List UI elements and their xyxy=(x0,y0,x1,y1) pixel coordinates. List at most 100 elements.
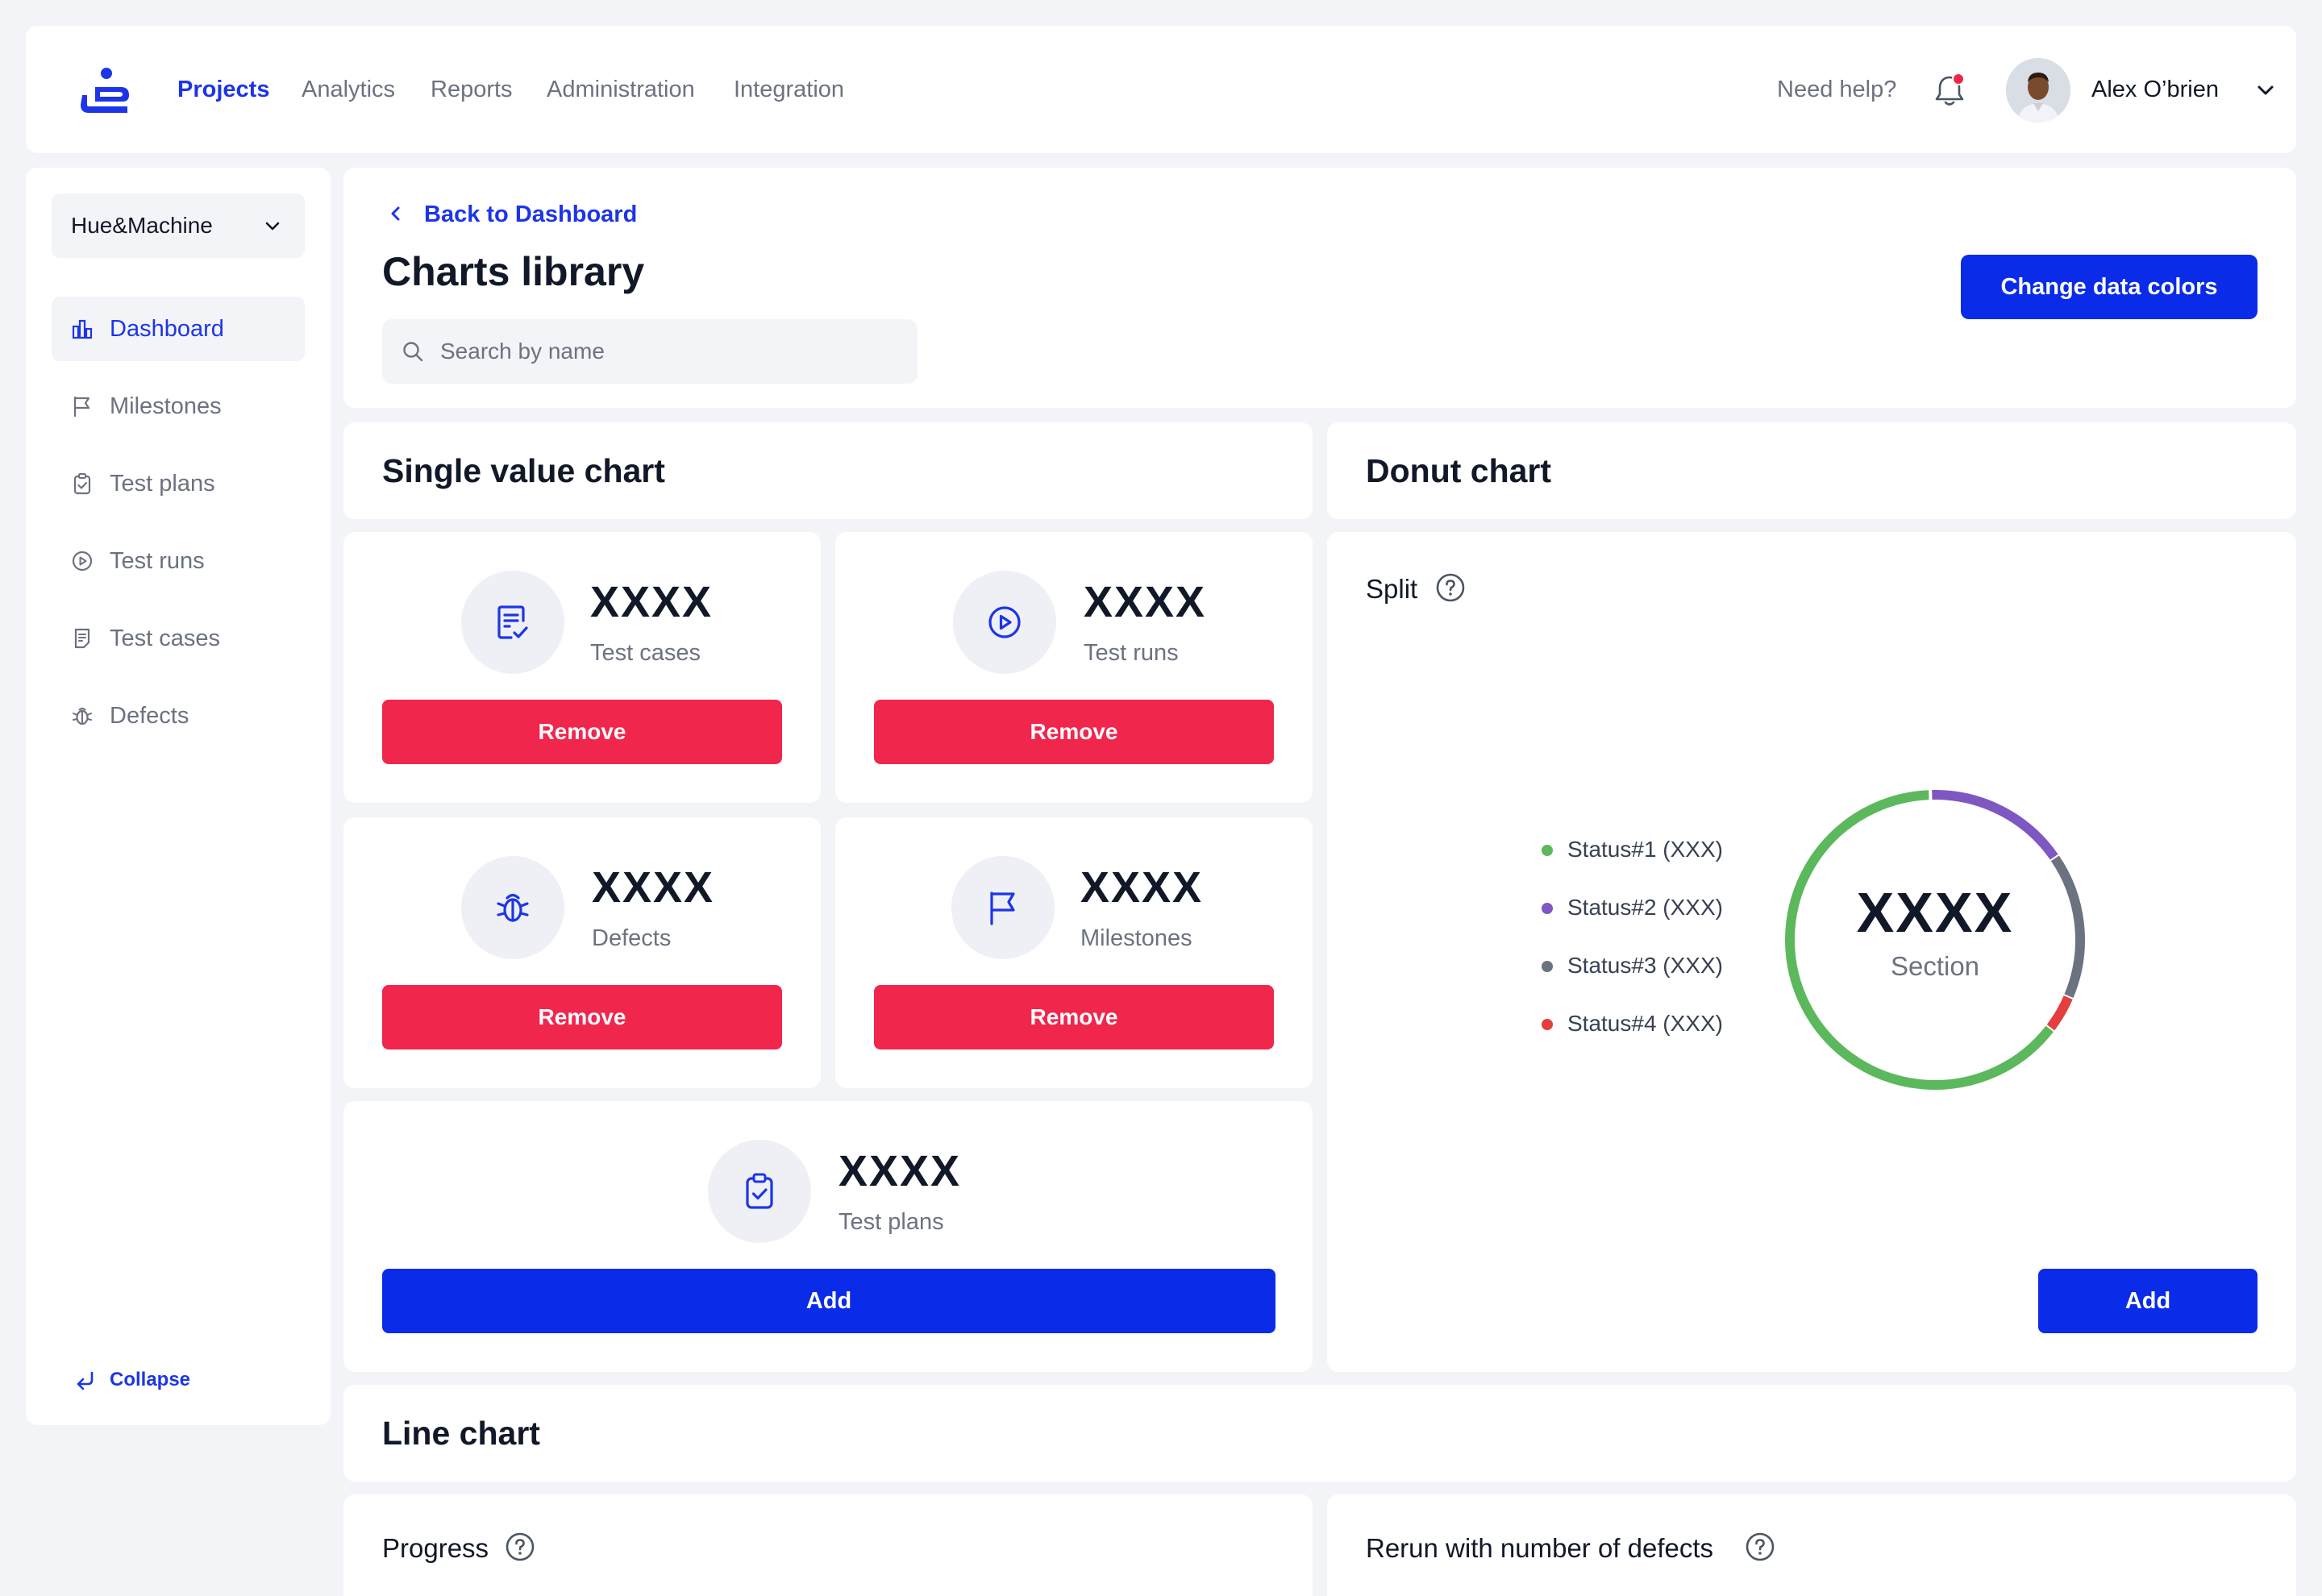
avatar[interactable] xyxy=(2006,58,2070,123)
tile-label: Milestones xyxy=(1080,925,1192,951)
help-circle-icon[interactable] xyxy=(1435,572,1466,603)
collapse-button[interactable]: Collapse xyxy=(74,1364,276,1396)
donut-slice-3 xyxy=(2050,855,2085,1000)
bug-icon xyxy=(497,893,529,922)
tile-value: XXXX xyxy=(1084,578,1207,626)
user-name[interactable]: Alex O’brien xyxy=(2091,77,2219,102)
sidebar-item-label: Test cases xyxy=(110,626,220,651)
flag-icon xyxy=(990,892,1015,925)
sidebar-item-label: Milestones xyxy=(110,393,222,419)
legend-label: Status#4 (XXX) xyxy=(1567,1011,1723,1036)
single-value-tile-defects: XXXX Defects Remove xyxy=(343,817,821,1088)
donut-slice-gap xyxy=(2060,992,2077,1003)
sidebar-item-test-cases[interactable]: Test cases xyxy=(52,606,305,671)
add-donut-button[interactable]: Add xyxy=(2038,1269,2258,1333)
progress-title: Progress xyxy=(382,1533,489,1563)
tile-label: Test plans xyxy=(838,1209,944,1235)
page-header: Back to Dashboard Charts library Change … xyxy=(343,168,2296,408)
chevron-left-icon xyxy=(391,206,400,221)
rerun-chart-card: Rerun with number of defects xyxy=(1327,1494,2296,1596)
section-title: Line chart xyxy=(382,1415,540,1452)
sidebar-item-test-plans[interactable]: Test plans xyxy=(52,451,305,516)
dashboard-icon xyxy=(72,319,93,339)
legend-dot xyxy=(1542,1019,1553,1030)
sidebar-item-label: Defects xyxy=(110,703,189,729)
test-cases-icon xyxy=(497,605,528,639)
single-value-tile-test-cases: XXXX Test cases Remove xyxy=(343,532,821,803)
section-title: Single value chart xyxy=(382,452,665,489)
sidebar-item-test-runs[interactable]: Test runs xyxy=(52,529,305,593)
tile-icon-circle xyxy=(461,571,564,674)
workspace-name: Hue&Machine xyxy=(71,213,213,238)
clipboard-icon xyxy=(73,473,91,495)
collapse-label: Collapse xyxy=(110,1369,191,1390)
change-data-colors-button[interactable]: Change data colors xyxy=(1961,255,2258,319)
donut-slice-gap xyxy=(2047,852,2063,865)
add-button[interactable]: Add xyxy=(382,1269,1275,1333)
nav-integration[interactable]: Integration xyxy=(734,77,845,102)
nav-projects[interactable]: Projects xyxy=(177,77,270,102)
notification-dot-icon xyxy=(1952,73,1965,85)
tile-icon-circle xyxy=(951,856,1055,959)
workspace-selector[interactable]: Hue&Machine xyxy=(52,193,305,258)
back-label: Back to Dashboard xyxy=(424,202,638,227)
search-box[interactable] xyxy=(382,319,918,384)
flag-icon xyxy=(73,396,90,418)
return-arrow-icon xyxy=(77,1371,94,1390)
donut-chart xyxy=(1785,787,2085,1090)
app-logo[interactable] xyxy=(77,66,134,114)
tile-icon-circle xyxy=(461,856,564,959)
chevron-down-icon[interactable] xyxy=(2254,79,2277,102)
single-value-tile-milestones: XXXX Milestones Remove xyxy=(835,817,1313,1088)
chevron-down-icon xyxy=(265,222,280,231)
tile-value: XXXX xyxy=(838,1147,962,1195)
donut-slice-4 xyxy=(2045,995,2073,1032)
remove-button[interactable]: Remove xyxy=(382,700,782,764)
section-title: Donut chart xyxy=(1366,452,1552,489)
nav-reports[interactable]: Reports xyxy=(431,77,513,102)
bug-icon xyxy=(73,707,92,725)
sidebar-item-label: Test runs xyxy=(110,548,205,574)
line-chart-section-header: Line chart xyxy=(343,1385,2296,1482)
legend-label: Status#2 (XXX) xyxy=(1567,895,1723,920)
remove-button[interactable]: Remove xyxy=(382,985,782,1049)
remove-button[interactable]: Remove xyxy=(874,700,1274,764)
tile-icon-circle xyxy=(708,1140,811,1243)
tile-label: Test runs xyxy=(1084,640,1179,666)
nav-analytics[interactable]: Analytics xyxy=(302,77,396,102)
donut-slice-1 xyxy=(1785,790,2054,1090)
tile-value: XXXX xyxy=(1080,863,1204,912)
nav-administration[interactable]: Administration xyxy=(547,77,695,102)
donut-slice-2 xyxy=(1930,790,2059,862)
donut-chart-card: Split Status#1 (XXX) Status#2 (XXX) Stat… xyxy=(1327,532,2296,1372)
search-input[interactable] xyxy=(440,319,900,384)
sidebar-item-milestones[interactable]: Milestones xyxy=(52,374,305,438)
donut-center-value: XXXX xyxy=(1856,881,2014,944)
help-circle-icon[interactable] xyxy=(505,1532,535,1562)
top-navigation-bar: Projects Analytics Reports Administratio… xyxy=(26,26,2296,153)
help-link[interactable]: Need help? xyxy=(1777,77,1897,102)
sidebar-item-defects[interactable]: Defects xyxy=(52,684,305,748)
tile-value: XXXX xyxy=(590,578,714,626)
play-circle-icon xyxy=(72,551,93,571)
page-title: Charts library xyxy=(382,249,645,294)
donut-center-label: Section xyxy=(1890,951,1980,981)
sidebar: Hue&Machine Dashboard Milestones Test pl… xyxy=(26,168,331,1425)
sidebar-item-label: Dashboard xyxy=(110,316,224,342)
donut-subtitle: Split xyxy=(1366,574,1418,604)
legend-label: Status#3 (XXX) xyxy=(1567,953,1723,978)
help-circle-icon[interactable] xyxy=(1745,1532,1775,1562)
rerun-title: Rerun with number of defects xyxy=(1366,1533,1714,1563)
sidebar-item-label: Test plans xyxy=(110,471,215,497)
donut-slice-gap xyxy=(2042,1022,2058,1036)
tile-label: Defects xyxy=(592,925,672,951)
sidebar-item-dashboard[interactable]: Dashboard xyxy=(52,297,305,361)
donut-slice-gap xyxy=(1929,787,1933,804)
progress-chart-card: Progress xyxy=(343,1494,1313,1596)
notification-bell-icon[interactable] xyxy=(1933,73,1966,108)
single-value-tile-test-runs: XXXX Test runs Remove xyxy=(835,532,1313,803)
remove-button[interactable]: Remove xyxy=(874,985,1274,1049)
legend-dot xyxy=(1542,903,1553,914)
play-circle-icon xyxy=(988,606,1021,638)
legend-dot xyxy=(1542,961,1553,972)
